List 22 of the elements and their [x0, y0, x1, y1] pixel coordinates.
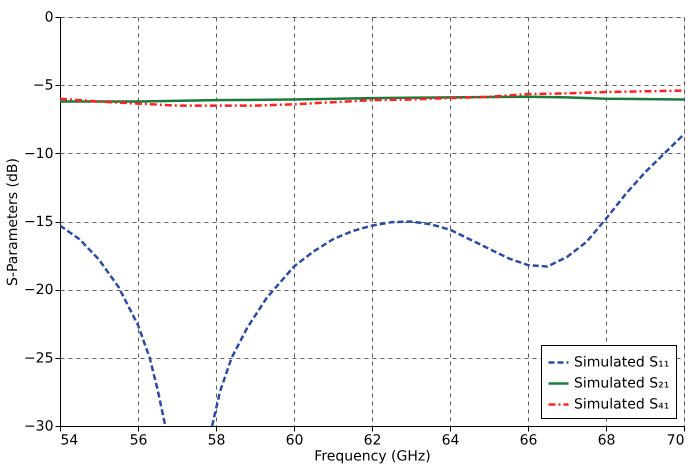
x-tick-label: 54	[60, 432, 78, 448]
y-tick-label: −10	[24, 146, 54, 162]
x-axis-title: Frequency (GHz)	[314, 448, 431, 464]
x-tick-label: 70	[666, 432, 684, 448]
legend-label: Simulated S₂₁	[574, 376, 670, 392]
legend-label: Simulated S₄₁	[574, 396, 670, 412]
line-series	[60, 89, 684, 107]
y-tick-label: −15	[24, 214, 54, 230]
y-tick-label: 0	[44, 10, 54, 26]
y-axis-title: S-Parameters (dB)	[4, 158, 21, 286]
x-tick-label: 68	[598, 432, 616, 448]
y-tick-label: −20	[24, 282, 54, 298]
y-tick-label: −5	[32, 78, 54, 94]
x-tick-label: 56	[130, 432, 148, 448]
x-tick-label: 58	[208, 432, 226, 448]
x-tick-label: 60	[286, 432, 304, 448]
x-tick-label: 64	[442, 432, 460, 448]
x-tick-label: 66	[520, 432, 538, 448]
x-tick-label: 62	[364, 432, 382, 448]
legend-label: Simulated S₁₁	[574, 354, 670, 370]
y-tick-label: −30	[24, 418, 54, 434]
y-tick-label: −25	[24, 350, 54, 366]
